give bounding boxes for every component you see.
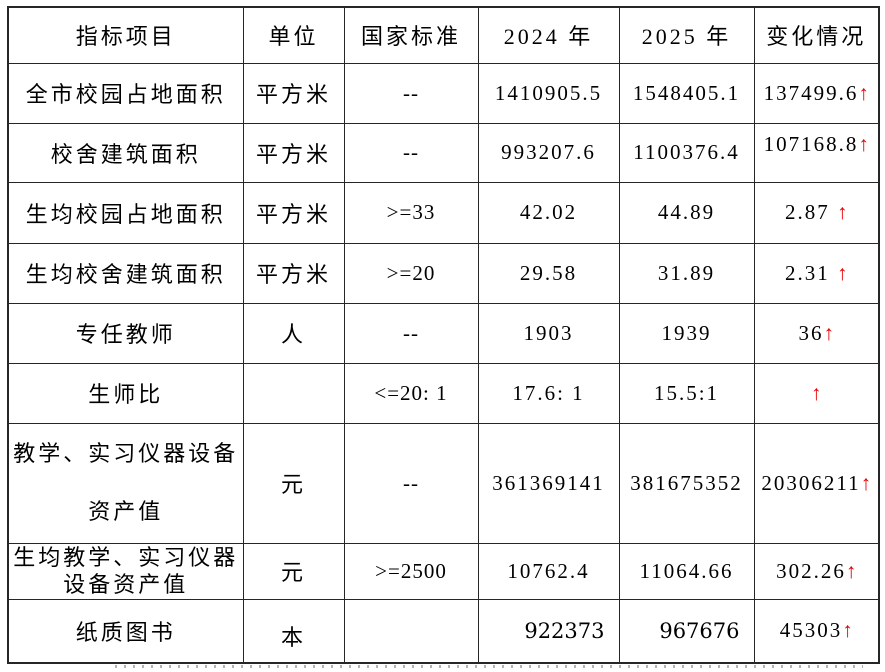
change-value: 20306211 xyxy=(761,470,861,495)
indicator-cell: 生均教学、实习仪器设备资产值 xyxy=(7,542,244,600)
indicator-cell: 纸质图书 xyxy=(7,598,244,664)
table-row: 生均教学、实习仪器设备资产值 元 >=2500 10762.4 11064.66… xyxy=(7,542,880,600)
cropped-caption-remnant xyxy=(115,665,863,668)
unit-cell: 平方米 xyxy=(242,62,345,124)
unit-cell: 平方米 xyxy=(242,122,345,183)
up-arrow-icon: ↑ xyxy=(860,470,872,495)
change-cell: 36↑ xyxy=(753,302,880,364)
indicator-comparison-table: 指标项目 单位 国家标准 2024 年 2025 年 变化情况 全市校园占地面积… xyxy=(7,6,880,664)
change-value: 107168.8 xyxy=(763,131,859,156)
value-2024-cell: 1410905.5 xyxy=(477,62,620,124)
value-2024-cell: 922373 xyxy=(477,598,620,664)
up-arrow-icon: ↑ xyxy=(837,200,848,224)
standard-cell: >=33 xyxy=(343,181,479,244)
unit-cell: 人 xyxy=(242,302,345,364)
table-row: 纸质图书 本 922373 967676 45303↑ xyxy=(7,598,880,664)
up-arrow-icon: ↑ xyxy=(858,131,869,156)
indicator-cell: 生均校园占地面积 xyxy=(7,181,244,244)
value-2025-cell: 15.5:1 xyxy=(618,362,755,424)
change-cell: 302.26↑ xyxy=(753,542,880,600)
change-value: 36 xyxy=(798,320,824,345)
value-2025-cell: 381675352 xyxy=(618,422,755,544)
unit-cell: 平方米 xyxy=(242,181,345,244)
standard-cell: <=20: 1 xyxy=(343,362,479,424)
standard-cell: -- xyxy=(343,122,479,183)
header-row: 指标项目 单位 国家标准 2024 年 2025 年 变化情况 xyxy=(7,6,880,64)
value-2025-cell: 1548405.1 xyxy=(618,62,755,124)
change-value: 302.26 xyxy=(776,558,846,583)
change-value: 137499.6 xyxy=(763,80,859,105)
indicator-cell: 生均校舍建筑面积 xyxy=(7,242,244,304)
indicator-cell: 专任教师 xyxy=(7,302,244,364)
table-row: 全市校园占地面积 平方米 -- 1410905.5 1548405.1 1374… xyxy=(7,62,880,124)
col-header-standard: 国家标准 xyxy=(343,6,479,64)
change-cell: 107168.8↑ xyxy=(753,122,880,183)
up-arrow-icon: ↑ xyxy=(811,380,822,405)
standard-cell: >=20 xyxy=(343,242,479,304)
up-arrow-icon: ↑ xyxy=(845,558,857,583)
change-value: 2.31 xyxy=(785,260,837,285)
change-cell: 2.87 ↑ xyxy=(753,181,880,244)
change-cell: 45303↑ xyxy=(753,598,880,664)
value-2024-cell: 29.58 xyxy=(477,242,620,304)
change-value: 45303 xyxy=(779,618,843,643)
value-2024-cell: 361369141 xyxy=(477,422,620,544)
value-2025-cell: 31.89 xyxy=(618,242,755,304)
value-2024-cell: 993207.6 xyxy=(477,122,620,183)
value-2025-cell: 967676 xyxy=(618,598,755,664)
col-header-unit: 单位 xyxy=(242,6,345,64)
value-2025-cell: 11064.66 xyxy=(618,542,755,600)
col-header-change: 变化情况 xyxy=(753,6,880,64)
value-2025-cell: 44.89 xyxy=(618,181,755,244)
standard-cell: -- xyxy=(343,422,479,544)
unit-cell: 本 xyxy=(242,598,345,664)
col-header-2024: 2024 年 xyxy=(477,6,620,64)
value-2024-cell: 1903 xyxy=(477,302,620,364)
value-2025-cell: 1100376.4 xyxy=(618,122,755,183)
unit-cell: 元 xyxy=(242,542,345,600)
value-2024-cell: 42.02 xyxy=(477,181,620,244)
indicator-cell: 教学、实习仪器设备资产值 xyxy=(7,422,244,544)
indicator-cell: 校舍建筑面积 xyxy=(7,122,244,183)
standard-cell: -- xyxy=(343,62,479,124)
table-row: 生均校园占地面积 平方米 >=33 42.02 44.89 2.87 ↑ xyxy=(7,181,880,244)
value-2024-cell: 17.6: 1 xyxy=(477,362,620,424)
col-header-2025: 2025 年 xyxy=(618,6,755,64)
standard-cell xyxy=(343,598,479,664)
unit-cell: 平方米 xyxy=(242,242,345,304)
value-2025-cell: 1939 xyxy=(618,302,755,364)
table-row: 生均校舍建筑面积 平方米 >=20 29.58 31.89 2.31 ↑ xyxy=(7,242,880,304)
unit-cell: 元 xyxy=(242,422,345,544)
up-arrow-icon: ↑ xyxy=(842,618,853,643)
standard-cell: >=2500 xyxy=(343,542,479,600)
change-cell: 2.31 ↑ xyxy=(753,242,880,304)
change-value: 2.87 xyxy=(785,200,837,224)
change-cell: 137499.6↑ xyxy=(753,62,880,124)
change-cell: ↑ xyxy=(753,362,880,424)
change-cell: 20306211↑ xyxy=(753,422,880,544)
up-arrow-icon: ↑ xyxy=(858,80,869,105)
up-arrow-icon: ↑ xyxy=(823,320,835,345)
value-2024-cell: 10762.4 xyxy=(477,542,620,600)
standard-cell: -- xyxy=(343,302,479,364)
col-header-indicator: 指标项目 xyxy=(7,6,244,64)
table-row: 生师比 <=20: 1 17.6: 1 15.5:1 ↑ xyxy=(7,362,880,424)
table-row: 教学、实习仪器设备资产值 元 -- 361369141 381675352 20… xyxy=(7,422,880,544)
indicator-cell: 生师比 xyxy=(7,362,244,424)
indicator-cell: 全市校园占地面积 xyxy=(7,62,244,124)
unit-cell xyxy=(242,362,345,424)
up-arrow-icon: ↑ xyxy=(837,260,848,285)
table-row: 校舍建筑面积 平方米 -- 993207.6 1100376.4 107168.… xyxy=(7,122,880,183)
table-row: 专任教师 人 -- 1903 1939 36↑ xyxy=(7,302,880,364)
